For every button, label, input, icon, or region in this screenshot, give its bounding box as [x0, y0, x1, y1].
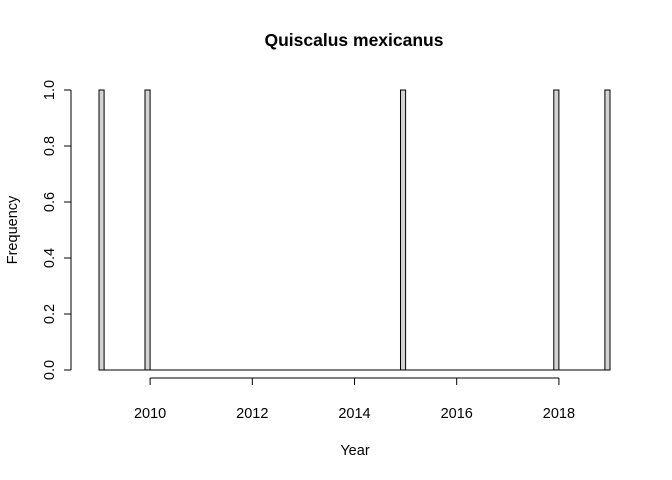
bar-1 — [144, 89, 151, 371]
y-tick-label: 1.0 — [42, 80, 58, 100]
bar-0 — [98, 89, 105, 371]
x-tick-label: 2010 — [134, 406, 166, 422]
x-tick-label: 2014 — [338, 406, 370, 422]
x-axis-label: Year — [340, 443, 369, 459]
x-axis: 2010 2012 2014 2016 2018 — [134, 377, 575, 422]
bar-3 — [553, 89, 560, 371]
bars-group — [98, 89, 611, 371]
y-axis: 0.0 0.2 0.4 0.6 0.8 1.0 — [42, 80, 72, 380]
x-tick-label: 2018 — [543, 406, 575, 422]
y-tick-label: 0.2 — [42, 304, 58, 324]
y-axis-label: Frequency — [5, 195, 21, 264]
chart-title: Quiscalus mexicanus — [265, 30, 444, 50]
bar-4 — [604, 89, 611, 371]
y-tick-label: 0.4 — [42, 248, 58, 268]
y-tick-label: 0.8 — [42, 136, 58, 156]
x-tick-label: 2016 — [441, 406, 473, 422]
bar-2 — [399, 89, 407, 371]
x-tick-label: 2012 — [236, 406, 268, 422]
y-tick-label: 0.6 — [42, 192, 58, 212]
y-tick-label: 0.0 — [42, 360, 58, 380]
